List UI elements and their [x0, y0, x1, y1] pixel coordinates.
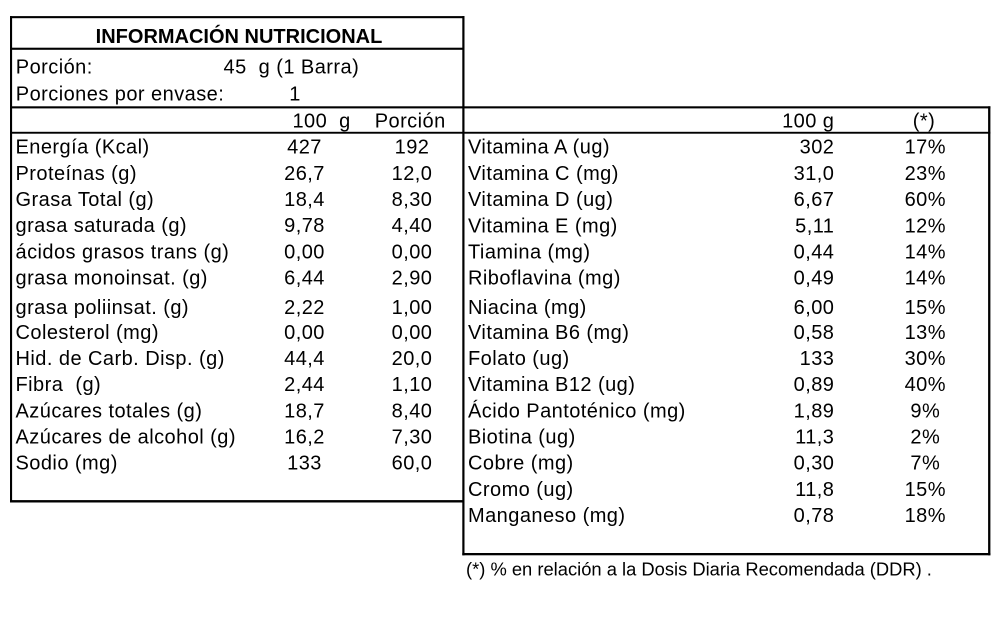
- svg-text:Vitamina D (ug): Vitamina D (ug): [468, 189, 613, 211]
- svg-text:0,00: 0,00: [392, 241, 433, 263]
- svg-text:23%: 23%: [905, 163, 946, 185]
- svg-text:192: 192: [395, 137, 430, 159]
- svg-text:Ácido Pantoténico (mg): Ácido Pantoténico (mg): [468, 399, 686, 422]
- svg-text:18,4: 18,4: [284, 189, 325, 211]
- svg-text:8,30: 8,30: [392, 189, 433, 211]
- svg-text:Proteínas (g): Proteínas (g): [16, 163, 137, 185]
- svg-text:Sodio (mg): Sodio (mg): [16, 453, 118, 475]
- svg-text:Fibra (g): Fibra (g): [16, 374, 102, 396]
- svg-text:2,22: 2,22: [284, 297, 325, 319]
- svg-text:0,00: 0,00: [392, 322, 433, 344]
- svg-text:grasa saturada (g): grasa saturada (g): [16, 215, 188, 237]
- svg-text:(*): (*): [913, 111, 935, 133]
- svg-text:18,7: 18,7: [284, 400, 325, 422]
- svg-text:Tiamina (mg): Tiamina (mg): [468, 241, 590, 263]
- svg-text:Azúcares de alcohol (g): Azúcares de alcohol (g): [16, 427, 236, 449]
- svg-text:Manganeso (mg): Manganeso (mg): [468, 505, 625, 527]
- svg-text:100 g: 100 g: [292, 111, 350, 133]
- svg-text:6,44: 6,44: [284, 268, 325, 290]
- svg-text:12%: 12%: [905, 215, 946, 237]
- svg-text:9%: 9%: [910, 400, 940, 422]
- svg-text:133: 133: [287, 453, 322, 475]
- svg-text:16,2: 16,2: [284, 427, 325, 449]
- svg-text:1: 1: [289, 83, 301, 105]
- svg-text:grasa monoinsat. (g): grasa monoinsat. (g): [16, 268, 208, 290]
- svg-text:427: 427: [287, 137, 322, 159]
- svg-text:44,4: 44,4: [284, 348, 325, 370]
- svg-text:Vitamina E (mg): Vitamina E (mg): [468, 215, 618, 237]
- svg-text:15%: 15%: [905, 297, 946, 319]
- svg-text:1,00: 1,00: [392, 297, 433, 319]
- svg-text:Vitamina C (mg): Vitamina C (mg): [468, 163, 619, 185]
- svg-text:Niacina (mg): Niacina (mg): [468, 297, 587, 319]
- svg-text:26,7: 26,7: [284, 163, 325, 185]
- svg-text:Cobre (mg): Cobre (mg): [468, 453, 574, 475]
- svg-text:100 g: 100 g: [782, 111, 834, 133]
- svg-text:11,8: 11,8: [795, 479, 834, 501]
- svg-text:12,0: 12,0: [392, 163, 433, 185]
- svg-text:Vitamina B6 (mg): Vitamina B6 (mg): [468, 322, 629, 344]
- svg-text:60,0: 60,0: [392, 453, 433, 475]
- svg-text:Azúcares totales (g): Azúcares totales (g): [16, 400, 203, 422]
- svg-text:5,11: 5,11: [795, 215, 834, 237]
- svg-text:2%: 2%: [910, 427, 940, 449]
- svg-text:2,44: 2,44: [284, 374, 325, 396]
- svg-text:31,0: 31,0: [794, 163, 835, 185]
- svg-text:(*) % en relación a la Dosis D: (*) % en relación a la Dosis Diaria Reco…: [466, 559, 932, 580]
- svg-text:11,3: 11,3: [795, 427, 834, 449]
- svg-text:Grasa Total (g): Grasa Total (g): [16, 189, 155, 211]
- svg-text:8,40: 8,40: [392, 400, 433, 422]
- svg-text:Vitamina A (ug): Vitamina A (ug): [468, 137, 610, 159]
- svg-text:14%: 14%: [905, 241, 946, 263]
- svg-text:9,78: 9,78: [284, 215, 325, 237]
- svg-text:17%: 17%: [905, 137, 946, 159]
- svg-text:Folato (ug): Folato (ug): [468, 348, 570, 370]
- svg-text:4,40: 4,40: [392, 215, 433, 237]
- svg-text:45 g (1 Barra): 45 g (1 Barra): [224, 57, 360, 79]
- svg-text:Vitamina B12 (ug): Vitamina B12 (ug): [468, 374, 635, 396]
- svg-text:0,89: 0,89: [794, 374, 835, 396]
- svg-text:60%: 60%: [905, 189, 946, 211]
- svg-text:Hid. de Carb. Disp. (g): Hid. de Carb. Disp. (g): [16, 348, 225, 370]
- svg-text:0,78: 0,78: [794, 505, 835, 527]
- svg-text:ácidos grasos trans (g): ácidos grasos trans (g): [16, 241, 230, 263]
- svg-text:14%: 14%: [905, 268, 946, 290]
- svg-text:6,00: 6,00: [794, 297, 835, 319]
- svg-text:0,49: 0,49: [794, 268, 835, 290]
- svg-text:0,44: 0,44: [794, 241, 835, 263]
- svg-text:Riboflavina (mg): Riboflavina (mg): [468, 268, 621, 290]
- svg-text:302: 302: [800, 137, 835, 159]
- svg-text:2,90: 2,90: [392, 268, 433, 290]
- svg-text:Porción:: Porción:: [16, 57, 93, 79]
- svg-text:Porciones por envase:: Porciones por envase:: [16, 83, 224, 105]
- svg-text:INFORMACIÓN NUTRICIONAL: INFORMACIÓN NUTRICIONAL: [96, 24, 383, 48]
- svg-text:6,67: 6,67: [794, 189, 835, 211]
- svg-text:20,0: 20,0: [392, 348, 433, 370]
- svg-text:0,00: 0,00: [284, 241, 325, 263]
- svg-text:40%: 40%: [905, 374, 946, 396]
- svg-text:Colesterol (mg): Colesterol (mg): [16, 322, 159, 344]
- svg-text:0,58: 0,58: [794, 322, 835, 344]
- svg-text:1,10: 1,10: [392, 374, 433, 396]
- svg-text:15%: 15%: [905, 479, 946, 501]
- svg-text:0,30: 0,30: [794, 453, 835, 475]
- svg-text:30%: 30%: [905, 348, 946, 370]
- svg-text:0,00: 0,00: [284, 322, 325, 344]
- svg-text:Biotina (ug): Biotina (ug): [468, 427, 576, 449]
- svg-text:1,89: 1,89: [794, 400, 835, 422]
- svg-text:7,30: 7,30: [392, 427, 433, 449]
- svg-text:Porción: Porción: [375, 111, 446, 133]
- svg-text:13%: 13%: [905, 322, 946, 344]
- svg-text:7%: 7%: [910, 453, 940, 475]
- svg-text:Energía (Kcal): Energía (Kcal): [16, 137, 150, 159]
- svg-text:133: 133: [800, 348, 835, 370]
- svg-text:18%: 18%: [905, 505, 946, 527]
- svg-text:Cromo (ug): Cromo (ug): [468, 479, 574, 501]
- svg-text:grasa poliinsat. (g): grasa poliinsat. (g): [16, 297, 190, 319]
